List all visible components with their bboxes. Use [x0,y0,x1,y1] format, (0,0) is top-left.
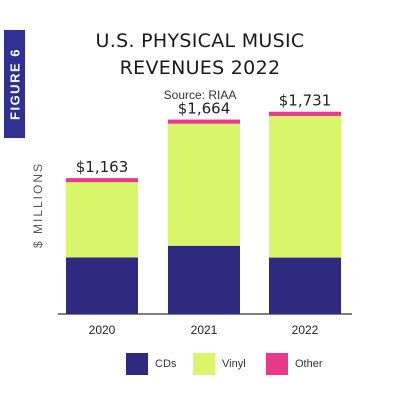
bar-cds-2020 [66,257,138,314]
bar-vinyl-2020 [66,182,138,258]
legend-item-vinyl: Vinyl [193,353,246,375]
legend-label-cds: CDs [155,358,177,370]
x-tick-label-2020: 2020 [89,323,116,337]
legend-item-cds: CDs [126,353,176,375]
chart-legend: CDs Vinyl Other [0,353,400,377]
legend-swatch-other [266,353,288,375]
bar-total-label-2020: $1,163 [76,158,129,176]
bar-other-2020 [66,178,138,183]
bar-other-2022 [269,111,341,116]
bar-total-label-2022: $1,731 [279,92,332,110]
bar-vinyl-2021 [168,123,240,246]
figure-tab: FIGURE 6 [4,30,25,138]
legend-label-vinyl: Vinyl [222,358,246,370]
chart-title-line-2: REVENUES 2022 [119,57,281,79]
bar-cds-2022 [269,257,341,314]
chart-title-line-1: U.S. PHYSICAL MUSIC [95,30,305,52]
legend-swatch-cds [126,353,148,375]
legend-item-other: Other [266,353,323,375]
x-tick-label-2022: 2022 [292,323,319,337]
bar-other-2021 [168,119,240,124]
bar-vinyl-2022 [269,115,341,258]
x-tick-label-2021: 2021 [191,323,218,337]
bar-total-label-2021: $1,664 [178,100,231,118]
legend-swatch-vinyl [193,353,215,375]
chart-subtitle: Source: RIAA [163,88,237,102]
legend-label-other: Other [295,358,323,370]
bar-cds-2021 [168,245,240,314]
